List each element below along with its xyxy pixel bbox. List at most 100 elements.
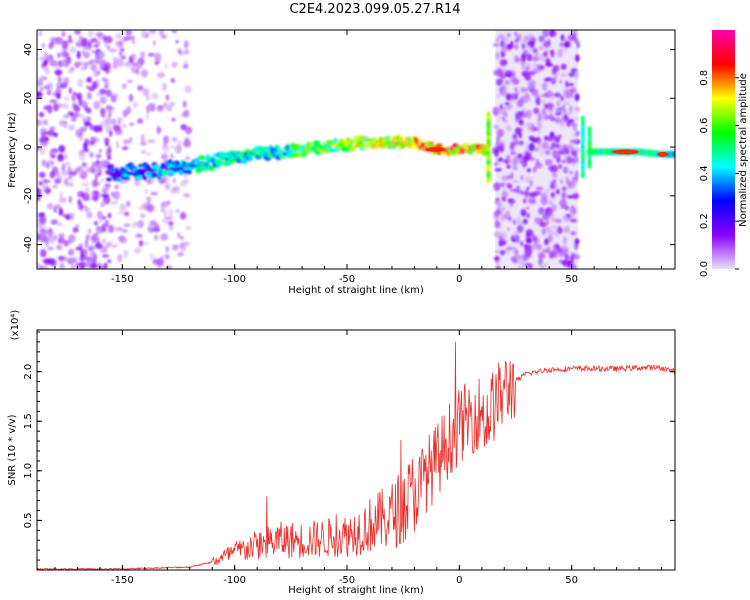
noise-blob [570, 122, 577, 127]
noise-blob [542, 30, 550, 38]
noise-blob [143, 242, 150, 246]
noise-blob [128, 93, 134, 102]
noise-blob [91, 169, 97, 175]
noise-blob [516, 100, 524, 107]
noise-blob [554, 117, 562, 124]
noise-blob [501, 231, 507, 240]
noise-blob [123, 223, 131, 227]
noise-blob [82, 116, 87, 124]
noise-blob [61, 30, 66, 38]
noise-blob [512, 166, 518, 170]
noise-blob [68, 67, 74, 74]
spike-blob [486, 117, 491, 122]
noise-blob [93, 125, 101, 133]
spike-blob [587, 161, 592, 166]
snr-x-tick-label: -150 [111, 575, 134, 586]
noise-blob [142, 87, 150, 97]
noise-blob [77, 190, 85, 198]
noise-blob [574, 106, 581, 112]
noise-blob [74, 111, 80, 118]
noise-blob [48, 43, 54, 50]
signal-blob [346, 137, 350, 142]
noise-blob [514, 87, 518, 92]
noise-blob [575, 170, 579, 179]
noise-blob [563, 114, 568, 118]
noise-blob [41, 42, 46, 49]
noise-blob [546, 102, 555, 110]
noise-blob [115, 140, 120, 149]
noise-blob [84, 107, 90, 113]
noise-blob [86, 85, 90, 89]
noise-blob [568, 170, 574, 175]
noise-blob [493, 69, 498, 76]
snr-x-label: Height of straight line (km) [288, 585, 424, 596]
noise-blob [131, 53, 137, 59]
tail-blob [671, 150, 675, 158]
noise-blob [103, 39, 109, 47]
colorbar-tick-label: 0.2 [699, 213, 710, 229]
noise-blob [39, 30, 43, 36]
noise-blob [155, 56, 161, 62]
noise-blob [51, 148, 59, 153]
noise-blob [46, 203, 53, 210]
noise-blob [555, 188, 560, 195]
noise-blob [526, 168, 532, 173]
noise-blob [559, 178, 564, 185]
noise-blob [549, 30, 555, 37]
noise-blob [87, 245, 96, 251]
noise-blob [87, 60, 93, 66]
noise-blob [89, 123, 94, 131]
noise-blob [112, 56, 119, 64]
spike-blob [486, 179, 491, 184]
noise-blob [531, 243, 537, 251]
noise-blob [497, 115, 502, 123]
noise-blob [140, 134, 145, 143]
noise-blob [557, 48, 563, 58]
noise-blob [70, 118, 77, 122]
noise-blob [525, 109, 532, 119]
noise-blob [58, 207, 62, 217]
spike-blob [486, 129, 491, 134]
noise-blob [63, 103, 69, 109]
noise-blob [76, 50, 81, 59]
noise-blob [96, 91, 103, 97]
noise-blob [551, 142, 556, 148]
noise-blob [53, 132, 59, 138]
signal-blob [195, 168, 202, 174]
signal-blob [186, 169, 192, 175]
noise-blob [576, 41, 581, 49]
noise-blob [71, 256, 79, 262]
colorbar-label: Normalized spectral amplitude [738, 73, 749, 227]
noise-blob [530, 40, 535, 49]
noise-blob [121, 123, 127, 129]
spike-blob [580, 153, 585, 158]
noise-blob [50, 161, 55, 165]
noise-blob [502, 118, 508, 123]
noise-blob [43, 50, 48, 60]
noise-blob [512, 179, 519, 184]
noise-blob [537, 251, 545, 260]
spike-blob [587, 132, 592, 137]
spectrogram-x-tick-label: 50 [565, 274, 578, 285]
noise-blob [161, 176, 169, 184]
noise-blob [525, 144, 530, 153]
noise-blob [509, 188, 516, 193]
noise-blob [544, 226, 551, 233]
noise-blob [106, 259, 112, 264]
noise-blob [184, 85, 192, 94]
snr-y-label: SNR (10 * v/v) [7, 414, 18, 485]
noise-blob [83, 142, 88, 151]
noise-blob [38, 215, 47, 225]
noise-blob [550, 49, 555, 58]
noise-blob [499, 249, 506, 256]
noise-blob [529, 233, 535, 239]
noise-blob [54, 64, 61, 70]
spike-blob [580, 124, 585, 129]
noise-blob [544, 159, 553, 166]
noise-blob [172, 178, 177, 184]
spike-blob [587, 164, 592, 169]
noise-blob [107, 106, 116, 111]
noise-blob [83, 61, 89, 68]
noise-blob [123, 139, 130, 145]
noise-blob [52, 171, 61, 178]
